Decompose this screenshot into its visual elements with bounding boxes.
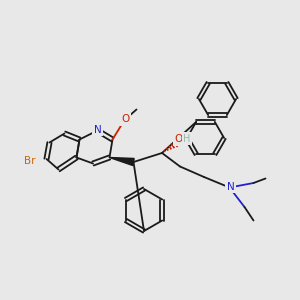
Polygon shape xyxy=(110,158,134,166)
Text: O: O xyxy=(121,114,130,124)
Text: Br: Br xyxy=(24,156,36,166)
Text: H: H xyxy=(183,134,190,144)
Text: O: O xyxy=(174,134,183,145)
Text: N: N xyxy=(226,182,234,192)
Text: N: N xyxy=(94,124,101,135)
